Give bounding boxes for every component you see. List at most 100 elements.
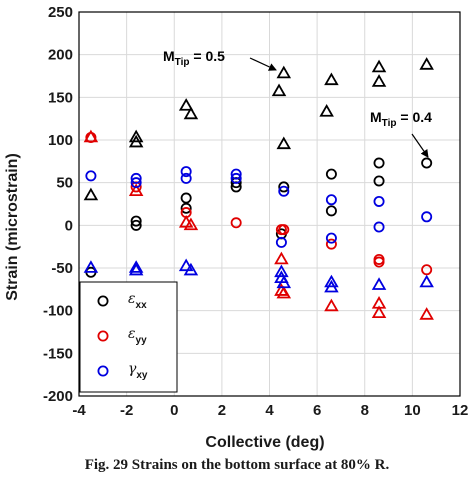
point-triangle-xy <box>128 262 144 276</box>
point-circle-xx <box>373 175 385 187</box>
figure-caption: Fig. 29 Strains on the bottom surface at… <box>84 457 390 473</box>
point-triangle-yy <box>274 251 289 265</box>
legend-marker-xx <box>97 295 109 307</box>
annotation-subscript: Tip <box>175 57 190 68</box>
point-circle-xy <box>278 185 290 197</box>
point-circle-xy <box>180 166 192 178</box>
point-circle-xy <box>373 195 385 207</box>
point-triangle-xx <box>128 129 144 143</box>
x-tick-label: 4 <box>265 402 274 419</box>
y-tick-label: 200 <box>48 47 73 64</box>
legend-marker-yy <box>97 330 109 342</box>
point-triangle-xx <box>319 104 334 117</box>
legend-symbol: ε <box>128 326 136 342</box>
y-tick-label: 250 <box>48 4 73 21</box>
y-tick-label: 0 <box>65 217 73 234</box>
y-axis-ticks: -200 -150 -100 -50 0 50 100 150 200 250 <box>43 4 73 405</box>
point-circle-xy <box>230 168 242 180</box>
point-circle-xx <box>325 205 337 217</box>
point-circle-xx <box>180 202 192 214</box>
point-triangle-yy <box>324 298 339 312</box>
point-triangle-xy <box>274 264 289 278</box>
data-points <box>83 57 434 320</box>
point-circle-xy <box>130 177 142 189</box>
annotation-main: M <box>163 48 175 64</box>
x-axis-label: Collective (deg) <box>205 434 324 451</box>
legend-box <box>79 281 178 393</box>
x-tick-label: 10 <box>404 402 421 419</box>
point-circle-yy <box>421 264 433 276</box>
point-triangle-xy <box>178 258 194 272</box>
point-triangle-xx <box>276 65 292 79</box>
point-triangle-xy <box>276 275 292 289</box>
y-axis-label: Strain (microstrain) <box>4 153 21 301</box>
point-triangle-xx <box>324 72 339 86</box>
point-triangle-xx <box>276 136 292 150</box>
y-tick-label: -150 <box>43 345 73 362</box>
point-triangle-xy <box>324 274 339 288</box>
point-circle-xx <box>325 168 337 180</box>
point-triangle-xx <box>419 57 434 70</box>
point-circle-yy <box>325 238 337 250</box>
legend-subscript: yy <box>136 335 148 346</box>
x-tick-label: 6 <box>313 402 321 419</box>
point-triangle-xx <box>371 59 387 73</box>
point-triangle-xx <box>371 74 387 87</box>
y-tick-label: -200 <box>43 388 73 405</box>
point-triangle-yy <box>183 217 199 231</box>
point-circle-xy <box>130 172 142 184</box>
point-circle-xy <box>275 236 287 248</box>
x-tick-label: -4 <box>72 402 86 419</box>
point-triangle-yy <box>371 305 387 319</box>
annotation-main: M <box>370 109 382 125</box>
legend-symbol: ε <box>128 291 136 307</box>
point-triangle-xy <box>83 260 99 273</box>
point-triangle-yy <box>128 183 144 196</box>
x-tick-label: 0 <box>170 402 178 419</box>
annotation-label: MTip = 0.5 <box>163 48 225 68</box>
point-circle-xx <box>180 192 192 204</box>
point-circle-xx <box>421 157 433 169</box>
legend-subscript: xy <box>136 370 148 381</box>
point-triangle-xx <box>271 83 287 97</box>
y-tick-label: -50 <box>51 260 73 277</box>
x-tick-label: 12 <box>452 402 469 419</box>
point-circle-xx <box>130 219 142 231</box>
point-circle-xy <box>325 194 337 206</box>
x-tick-label: 2 <box>218 402 226 419</box>
annotation-arrow <box>249 57 277 71</box>
annotation-value: = 0.4 <box>397 109 433 125</box>
point-triangle-xx <box>183 106 199 120</box>
point-triangle-xy <box>128 260 144 273</box>
legend-marker-xy <box>97 365 109 377</box>
point-circle-xy <box>373 221 385 233</box>
point-circle-yy <box>373 256 385 268</box>
y-tick-label: 50 <box>56 175 73 192</box>
point-circle-xx <box>373 157 385 169</box>
x-axis-ticks: -4 -2 0 2 4 6 8 10 12 <box>72 402 468 419</box>
legend-symbol: γ <box>128 361 137 377</box>
point-circle-yy <box>230 217 242 229</box>
point-circle-xx <box>278 181 290 193</box>
annotation-label: MTip = 0.4 <box>370 109 432 129</box>
point-triangle-yy <box>276 285 292 299</box>
legend-subscript: xx <box>136 300 148 311</box>
plot-frame <box>78 11 461 397</box>
y-tick-label: -100 <box>43 303 73 320</box>
y-tick-label: 100 <box>48 132 73 149</box>
annotation-arrow <box>411 133 429 158</box>
legend-label-xy: γxy <box>128 361 148 381</box>
point-circle-xy <box>180 172 192 184</box>
point-triangle-xx <box>83 187 99 201</box>
annotation-value: = 0.5 <box>190 48 226 64</box>
point-triangle-xx <box>178 98 194 111</box>
point-circle-xy <box>421 211 433 223</box>
point-triangle-xy <box>419 274 434 288</box>
legend-label-yy: εyy <box>128 326 147 346</box>
point-triangle-xx <box>128 134 144 148</box>
y-tick-label: 150 <box>48 89 73 106</box>
point-circle-xy <box>85 170 97 182</box>
